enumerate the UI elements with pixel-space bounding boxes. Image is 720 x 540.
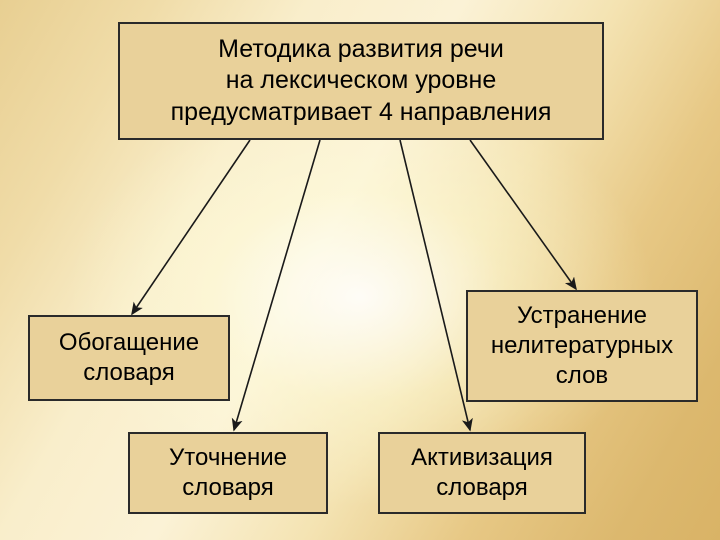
edge-arrow: [234, 140, 320, 430]
child-node-label: Устранениенелитературныхслов: [491, 301, 673, 391]
child-node-activation: Активизациясловаря: [378, 432, 586, 514]
edge-arrow: [470, 140, 576, 289]
root-node-text: Методика развития речина лексическом уро…: [171, 34, 552, 128]
root-node: Методика развития речина лексическом уро…: [118, 22, 604, 140]
child-node-label: Уточнениесловаря: [169, 443, 287, 503]
diagram-stage: Методика развития речина лексическом уро…: [0, 0, 720, 540]
child-node-label: Активизациясловаря: [411, 443, 553, 503]
child-node-label: Обогащениесловаря: [59, 328, 199, 388]
child-node-elimination: Устранениенелитературныхслов: [466, 290, 698, 402]
child-node-clarification: Уточнениесловаря: [128, 432, 328, 514]
edge-arrow: [400, 140, 470, 430]
child-node-enrichment: Обогащениесловаря: [28, 315, 230, 401]
edge-arrow: [132, 140, 250, 314]
